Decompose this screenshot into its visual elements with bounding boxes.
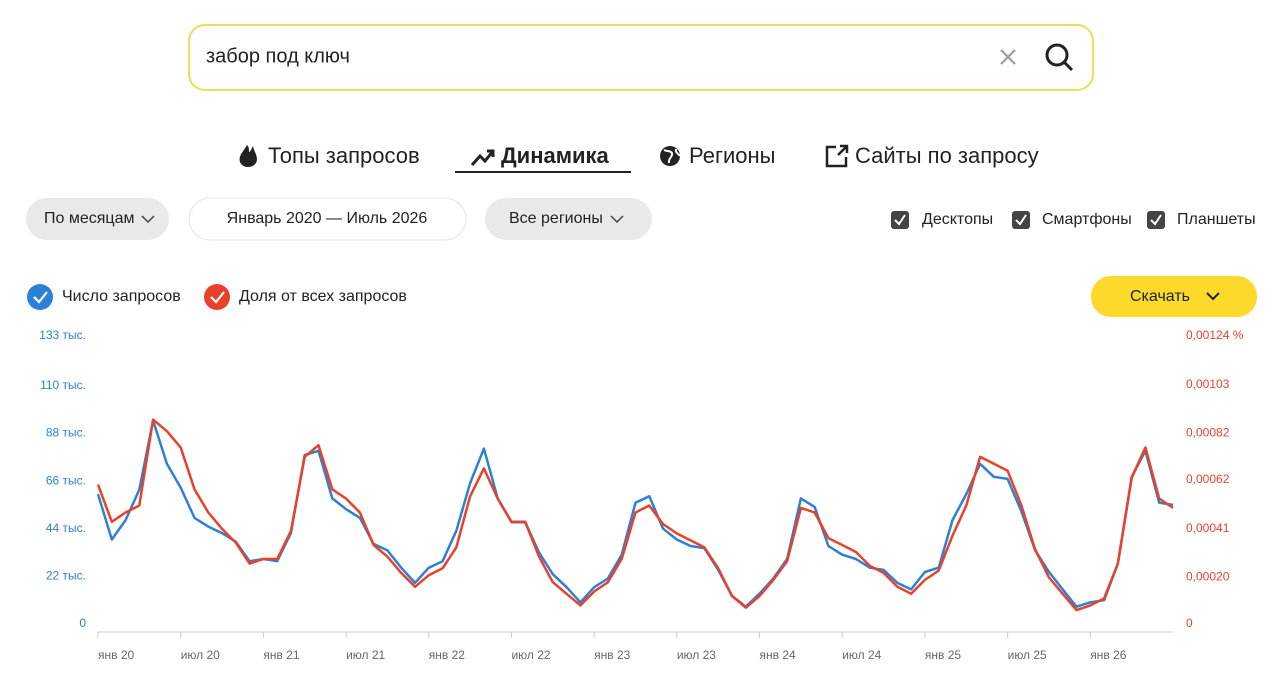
filter-button[interactable] [26,198,169,240]
tab[interactable]: Регионы [689,143,775,168]
y-tick-label: 66 тыс. [46,473,86,487]
legend-label: Число запросов [62,288,181,305]
download-button[interactable] [1091,276,1257,317]
x-tick-label: янв 25 [925,648,962,662]
device-label: Десктопы [922,211,993,228]
legend-check[interactable] [27,284,53,310]
fire-icon [239,145,257,168]
device-checkbox[interactable] [1147,211,1165,229]
x-tick-label: июл 25 [1008,648,1047,662]
tab[interactable]: Топы запросов [268,143,420,168]
tab[interactable]: Сайты по запросу [855,143,1039,168]
device-label: Смартфоны [1042,211,1132,228]
filter-label: Все регионы [509,210,603,227]
y2-tick-label: 0,00124 % [1186,328,1244,342]
clear-icon[interactable] [1000,49,1016,65]
legend-label: Доля от всех запросов [239,288,407,305]
x-tick-label: янв 26 [1090,648,1127,662]
device-label: Планшеты [1177,211,1256,228]
y-tick-label: 133 тыс. [39,328,86,342]
x-tick-label: июл 23 [677,648,716,662]
filter-label: Январь 2020 — Июль 2026 [227,210,428,227]
search-icon[interactable] [1045,43,1074,72]
x-tick-label: янв 24 [760,648,797,662]
x-tick-label: янв 20 [98,648,135,662]
filter-button[interactable] [188,197,467,241]
x-tick-label: июл 21 [346,648,385,662]
filter-label: По месяцам [44,210,134,227]
filter-button[interactable] [485,198,652,240]
device-checkbox[interactable] [891,211,909,229]
y-tick-label: 22 тыс. [46,569,86,583]
y2-tick-label: 0,00062 [1186,472,1230,486]
y-tick-label: 88 тыс. [46,426,86,440]
y-tick-label: 110 тыс. [40,378,86,392]
y-tick-label: 44 тыс. [46,521,86,535]
x-tick-label: июл 20 [181,648,220,662]
trend-icon [470,149,495,166]
tab-active[interactable]: Динамика [501,143,610,168]
download-label: Скачать [1130,288,1190,305]
tab-underline [455,171,631,173]
x-tick-label: янв 21 [263,648,300,662]
chevron [141,215,155,224]
search-box[interactable] [188,24,1094,91]
legend-tick [33,291,48,304]
x-tick-label: янв 22 [429,648,466,662]
chevron [1206,292,1220,301]
y2-tick-label: 0,00041 [1186,521,1230,535]
search-query: забор под ключ [206,45,350,67]
x-tick-label: июл 24 [842,648,881,662]
chevron [610,215,624,224]
legend-tick [210,291,225,304]
device-checkbox[interactable] [1012,211,1030,229]
series-line [96,418,1174,612]
x-tick-label: июл 22 [511,648,550,662]
legend-check[interactable] [204,284,230,310]
globe-detail [663,148,681,164]
external-icon [825,144,849,168]
series-line [96,419,1174,608]
y2-tick-label: 0 [1186,616,1193,630]
y2-tick-label: 0,00103 [1186,377,1230,391]
y2-tick-label: 0,00082 [1186,426,1230,440]
y2-tick-label: 0,00020 [1186,570,1230,584]
x-tick-label: янв 23 [594,648,631,662]
globe-icon [660,146,680,166]
y-tick-label: 0 [79,616,86,630]
